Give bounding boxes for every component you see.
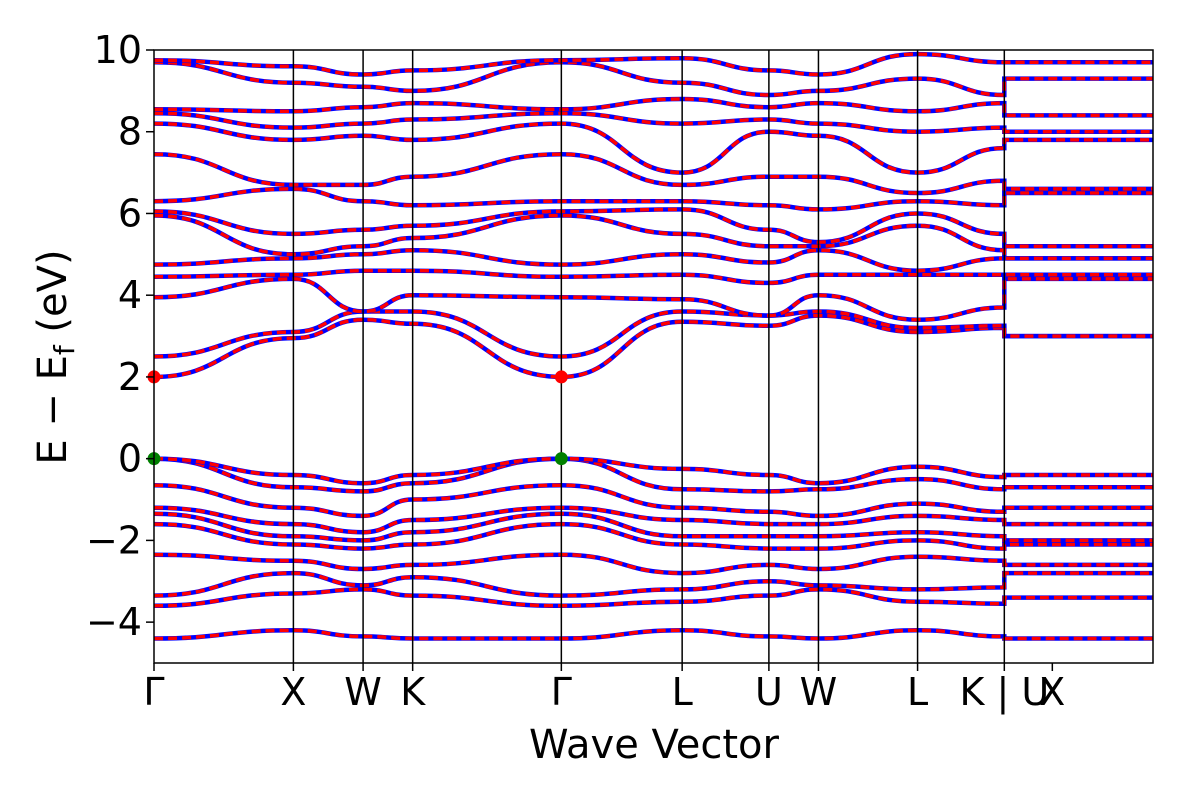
plot-frame (153, 49, 1154, 664)
x-tick-label: L (672, 670, 693, 714)
band-18-spin-down (153, 152, 1153, 195)
vbm-point-1 (554, 452, 568, 466)
x-tick-label: K | U (959, 670, 1049, 715)
band-8-spin-down (153, 456, 1153, 494)
band-11-spin-down (153, 309, 1153, 359)
band-20-spin-down (153, 111, 1153, 134)
kpoint-lines-layer (292, 50, 1006, 663)
y-tick-label: −4 (86, 600, 142, 644)
y-tick-label: 6 (118, 191, 142, 235)
y-axis-title-subscript: f (48, 344, 81, 355)
x-tick-label: Γ (551, 670, 572, 714)
x-axis-title: Wave Vector (529, 722, 780, 768)
y-axis-title-unit: (eV) (30, 249, 76, 345)
x-tick-label: X (280, 670, 306, 714)
x-tick-label: Γ (143, 670, 164, 714)
y-tick-label: 2 (118, 355, 142, 399)
y-tick-label: 4 (118, 273, 142, 317)
y-axis-title: E − Ef (eV) (30, 249, 81, 464)
x-tick-label: W (800, 670, 838, 714)
y-tick-label: 10 (94, 28, 142, 72)
band-19-spin-down (153, 121, 1153, 175)
cbm-point-1 (554, 370, 568, 384)
y-axis-title-main: E − E (30, 355, 76, 465)
x-tick-label: L (907, 670, 928, 714)
y-tick-label: −2 (86, 518, 142, 562)
y-tick-label: 0 (118, 437, 142, 481)
y-axis-ticks: −4 −2 0 2 4 6 8 10 (86, 28, 154, 644)
band-0-spin-down (153, 628, 1153, 641)
y-tick-label: 8 (118, 110, 142, 154)
band-13-spin-down (153, 268, 1153, 285)
band-22-spin-down (153, 60, 1153, 97)
x-tick-label: U (755, 670, 783, 714)
band-12-spin-down (153, 277, 1153, 322)
band-23-spin-down (153, 52, 1153, 77)
x-tick-label: X (1039, 670, 1065, 714)
band-14-spin-down (153, 248, 1153, 273)
x-tick-label: W (344, 670, 382, 714)
x-tick-label: K (400, 670, 426, 714)
